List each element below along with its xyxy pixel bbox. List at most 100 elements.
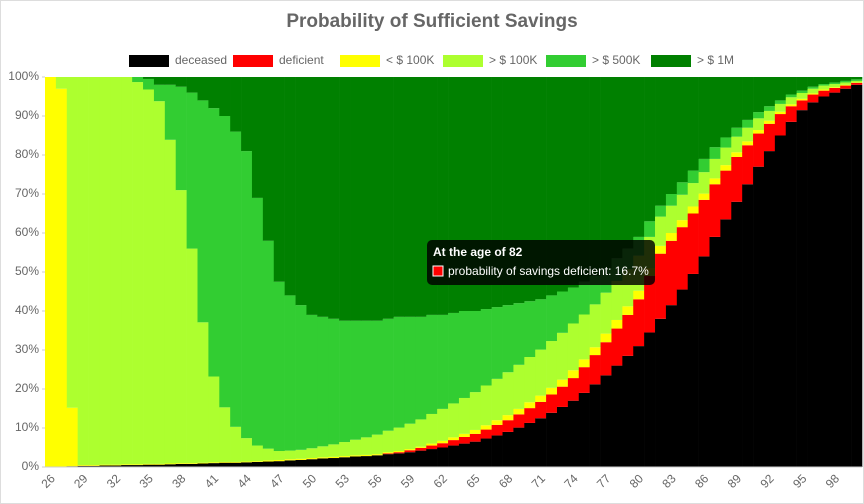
bar-segment [578, 314, 590, 360]
bar-segment [230, 131, 242, 427]
bar-segment [535, 418, 547, 467]
bar-segment [143, 464, 155, 467]
bar-segment [556, 379, 569, 387]
bar-segment [611, 319, 623, 329]
bar-segment [164, 464, 177, 467]
bar-segment [829, 87, 841, 88]
bar-segment [480, 425, 492, 430]
bar-segment [687, 183, 699, 207]
bar-segment [676, 220, 689, 228]
bar-segment [415, 447, 427, 451]
bar-segment [720, 219, 732, 467]
bar-segment [742, 77, 754, 120]
bar-segment [175, 86, 187, 191]
bar-segment [88, 465, 100, 466]
bar-segment [567, 77, 580, 288]
bar-segment [491, 77, 503, 308]
bar-segment [840, 85, 852, 89]
bar-segment [687, 213, 699, 274]
bar-segment [600, 333, 612, 343]
bar-segment [426, 443, 438, 446]
bar-segment [709, 77, 721, 148]
bar-segment [273, 461, 285, 467]
bar-segment [818, 90, 830, 97]
bar-segment [306, 458, 318, 460]
bar-segment [546, 77, 558, 296]
bar-segment [840, 82, 852, 85]
bar-segment [77, 465, 89, 466]
bar-segment [698, 199, 710, 257]
bar-segment [339, 77, 351, 321]
bar-segment [851, 82, 863, 85]
bar-segment [241, 461, 253, 463]
bar-segment [829, 82, 841, 85]
bar-segment [644, 332, 656, 467]
bar-segment [208, 77, 220, 109]
bar-segment [709, 178, 721, 185]
bar-segment [426, 445, 438, 450]
bar-segment [273, 451, 285, 460]
bar-segment [295, 77, 307, 306]
bar-segment [502, 372, 514, 416]
bar-segment [437, 77, 449, 315]
bar-segment [567, 400, 580, 467]
bar-segment [382, 77, 394, 319]
bar-segment [655, 318, 667, 467]
bar-segment [404, 450, 416, 453]
bar-segment [393, 316, 405, 428]
bar-segment [600, 342, 612, 376]
bar-segment [339, 456, 351, 458]
bar-segment [556, 291, 569, 333]
bar-segment [219, 462, 231, 467]
bar-segment [480, 385, 492, 426]
bar-segment [524, 301, 536, 358]
bar-segment [219, 407, 231, 462]
bar-segment [262, 77, 275, 241]
bar-segment [763, 106, 776, 111]
bar-segment [448, 445, 460, 467]
bar-segment [513, 408, 525, 415]
bar-segment [502, 415, 514, 421]
bar-segment [230, 461, 242, 463]
bar-segment [556, 332, 569, 380]
bar-segment [110, 465, 122, 467]
bar-segment [360, 77, 373, 321]
bar-segment [469, 433, 482, 442]
bar-segment [262, 460, 275, 462]
bar-segment [164, 77, 177, 85]
bar-segment [371, 434, 383, 455]
bar-segment [306, 459, 318, 467]
bar-segment [448, 403, 460, 438]
bar-segment [197, 100, 209, 323]
bar-segment [317, 77, 329, 317]
bar-segment [448, 77, 460, 313]
bar-segment [600, 77, 612, 269]
bar-segment [295, 458, 307, 460]
bar-segment [284, 450, 296, 460]
bar-segment [393, 427, 405, 452]
bar-segment [415, 419, 427, 447]
bar-segment [284, 295, 296, 451]
bar-segment [110, 464, 122, 466]
bar-segment [208, 462, 220, 464]
bar-segment [665, 233, 678, 241]
bar-segment [611, 77, 623, 259]
bar-segment [785, 77, 797, 95]
bar-segment [219, 77, 231, 116]
bar-segment [774, 135, 787, 467]
bar-segment [393, 453, 405, 467]
bar-segment [785, 121, 797, 467]
bar-segment [469, 429, 482, 434]
y-tick-label: 90% [15, 108, 39, 122]
bar-segment [818, 77, 830, 85]
bar-segment [513, 77, 525, 304]
bar-segment [524, 357, 536, 403]
bar-segment [546, 341, 558, 388]
bar-segment [437, 443, 449, 448]
bar-segment [622, 355, 634, 467]
bar-segment [469, 77, 482, 311]
bar-segment [415, 446, 427, 448]
bar-segment [753, 166, 765, 467]
bar-segment [698, 172, 710, 194]
legend-swatch [129, 55, 169, 67]
